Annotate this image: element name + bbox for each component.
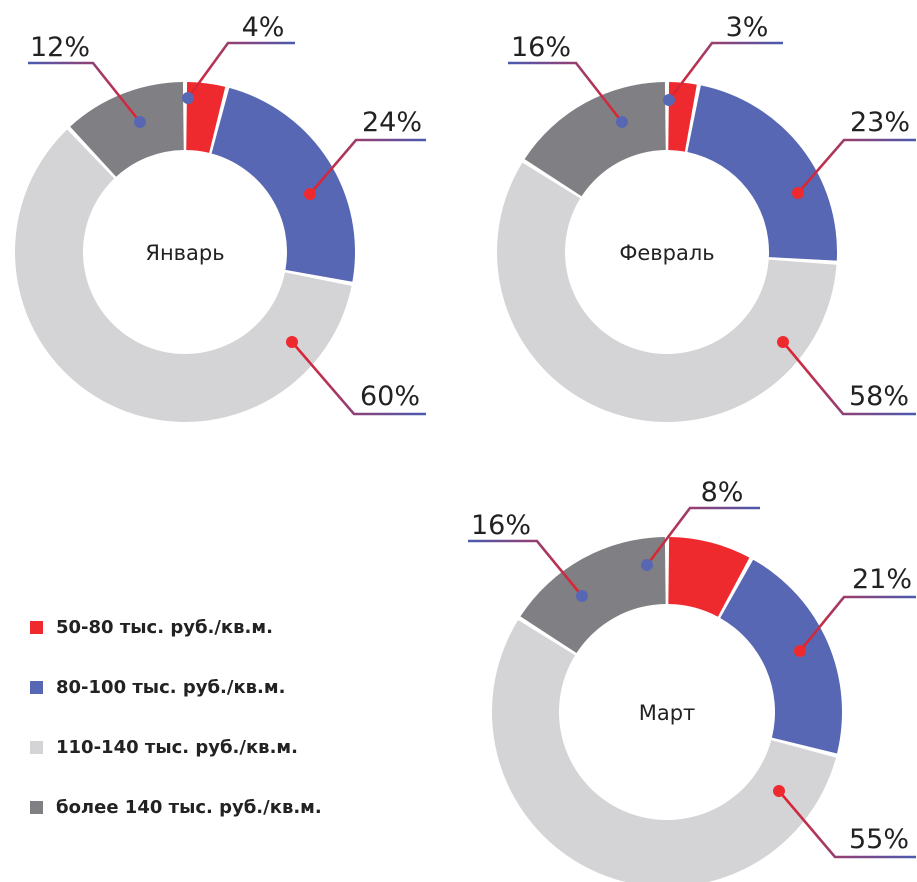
percent-label: 23% bbox=[850, 107, 910, 138]
legend-swatch bbox=[30, 800, 43, 814]
slice-110-140 bbox=[492, 620, 836, 882]
slice-over-140 bbox=[70, 82, 184, 177]
label-dot bbox=[182, 92, 194, 104]
month-label: Февраль bbox=[619, 241, 714, 265]
month-label: Март bbox=[639, 701, 696, 725]
leader-line bbox=[645, 506, 760, 566]
legend-swatch bbox=[30, 740, 43, 754]
label-dot bbox=[134, 116, 146, 128]
slice-over-140 bbox=[524, 82, 666, 197]
percent-label: 58% bbox=[849, 381, 909, 412]
leader-line bbox=[508, 61, 624, 123]
legend-swatch bbox=[30, 680, 43, 694]
label-dot bbox=[792, 187, 804, 199]
slice-110-140 bbox=[496, 162, 837, 422]
slice-110-140 bbox=[15, 129, 352, 422]
percent-label: 60% bbox=[360, 381, 420, 412]
percent-label: 12% bbox=[30, 32, 90, 63]
slice-over-140 bbox=[520, 537, 666, 654]
label-dot bbox=[304, 188, 316, 200]
legend-label: 80-100 тыс. руб./кв.м. bbox=[56, 676, 286, 698]
label-dot bbox=[663, 94, 675, 106]
label-dot bbox=[576, 590, 588, 602]
percent-label: 24% bbox=[362, 107, 422, 138]
leader-line bbox=[797, 138, 916, 194]
legend: 50-80 тыс. руб./кв.м. 80-100 тыс. руб./к… bbox=[30, 612, 322, 822]
slice-80-100 bbox=[687, 85, 837, 261]
label-dot bbox=[773, 785, 785, 797]
slice-50-80 bbox=[668, 82, 697, 152]
leader-line bbox=[186, 41, 295, 99]
leader-line bbox=[782, 341, 916, 416]
leader-line bbox=[468, 539, 584, 597]
leader-line bbox=[309, 138, 426, 195]
percent-label: 4% bbox=[242, 12, 285, 43]
label-dot bbox=[641, 559, 653, 571]
legend-swatch bbox=[30, 620, 43, 634]
legend-label: более 140 тыс. руб./кв.м. bbox=[56, 796, 322, 818]
label-dot bbox=[794, 645, 806, 657]
percent-label: 16% bbox=[471, 510, 531, 541]
leader-line bbox=[28, 61, 142, 123]
percent-label: 55% bbox=[849, 824, 909, 855]
legend-item-80-100: 80-100 тыс. руб./кв.м. bbox=[30, 672, 322, 702]
percent-label: 21% bbox=[852, 564, 912, 595]
label-dot bbox=[616, 116, 628, 128]
slice-80-100 bbox=[720, 559, 842, 754]
leader-line bbox=[291, 341, 426, 416]
slice-50-80 bbox=[668, 537, 750, 617]
legend-label: 110-140 тыс. руб./кв.м. bbox=[56, 736, 298, 758]
slice-80-100 bbox=[211, 87, 356, 282]
legend-item-over-140: более 140 тыс. руб./кв.м. bbox=[30, 792, 322, 822]
leader-line bbox=[778, 790, 916, 859]
slice-50-80 bbox=[186, 82, 226, 153]
legend-item-110-140: 110-140 тыс. руб./кв.м. bbox=[30, 732, 322, 762]
label-dot bbox=[777, 336, 789, 348]
month-label: Январь bbox=[145, 241, 224, 265]
legend-item-50-80: 50-80 тыс. руб./кв.м. bbox=[30, 612, 322, 642]
percent-label: 16% bbox=[511, 32, 571, 63]
leader-line bbox=[798, 595, 916, 652]
label-dot bbox=[286, 336, 298, 348]
percent-label: 8% bbox=[701, 477, 744, 508]
legend-label: 50-80 тыс. руб./кв.м. bbox=[56, 616, 273, 638]
leader-line bbox=[667, 41, 783, 101]
percent-label: 3% bbox=[726, 12, 769, 43]
